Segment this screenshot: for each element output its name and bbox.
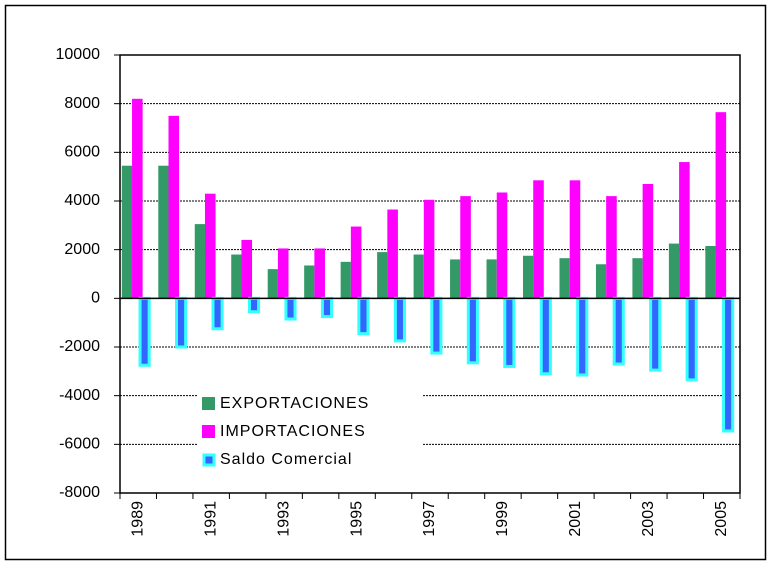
x-tick-label: 1999 [494, 501, 511, 537]
y-tick-label: 4000 [64, 192, 100, 209]
bar [132, 98, 143, 299]
bar [642, 183, 654, 299]
x-tick-label: 1993 [275, 501, 292, 537]
bar [277, 248, 289, 299]
x-tick-label: 2005 [713, 501, 730, 537]
bar [340, 261, 351, 299]
y-tick-label: -4000 [59, 387, 100, 404]
x-tick-label: 1989 [129, 501, 146, 537]
bar [423, 199, 435, 299]
y-tick-label: 8000 [64, 95, 100, 112]
bar [350, 226, 362, 299]
y-tick-label: 2000 [64, 241, 100, 258]
legend-box [198, 390, 423, 478]
bar [231, 254, 242, 299]
bar [533, 180, 544, 299]
bar [595, 264, 607, 299]
y-tick-label: -2000 [59, 338, 100, 355]
bar [523, 255, 534, 299]
legend-label: Saldo Comercial [220, 451, 352, 468]
bar [715, 112, 727, 299]
bar [466, 296, 479, 365]
bar [204, 193, 216, 299]
bar [413, 254, 424, 299]
bar [430, 296, 443, 355]
legend-swatch [202, 397, 215, 410]
bar [685, 296, 698, 382]
bar [304, 265, 315, 299]
bar [168, 115, 180, 299]
bar [138, 296, 151, 367]
bar [267, 269, 278, 299]
x-tick-label: 1995 [348, 501, 365, 537]
bar [121, 165, 133, 299]
bar [576, 296, 589, 377]
bar [377, 252, 388, 299]
x-tick-label: 2003 [640, 501, 657, 537]
y-tick-label: -6000 [59, 436, 100, 453]
bar [649, 296, 662, 372]
bar [284, 296, 297, 321]
bar [387, 209, 398, 299]
bar [559, 258, 570, 299]
x-tick-label: 1997 [421, 501, 438, 537]
y-tick-label: 10000 [56, 46, 101, 63]
bar [606, 196, 617, 299]
legend-swatch [202, 425, 215, 438]
bar [194, 224, 205, 299]
x-tick-label: 2001 [567, 501, 584, 537]
legend-label: EXPORTACIONES [220, 395, 369, 412]
bar [314, 248, 325, 299]
legend-swatch [202, 453, 216, 467]
bar [668, 243, 680, 299]
bar [357, 296, 370, 336]
bar [496, 192, 508, 299]
bar [632, 258, 643, 299]
bar [247, 296, 261, 314]
y-tick-label: -8000 [59, 484, 100, 501]
bar [320, 296, 334, 319]
bar [722, 296, 735, 433]
bar [158, 165, 169, 299]
legend-label: IMPORTACIONES [220, 423, 366, 440]
bar [393, 296, 406, 343]
y-tick-label: 0 [91, 290, 100, 307]
bar [241, 239, 253, 299]
bar [679, 162, 690, 299]
plot-border [119, 54, 741, 494]
y-tick-label: 6000 [64, 144, 100, 161]
bar [612, 296, 625, 366]
x-tick-label: 1991 [202, 501, 219, 537]
bar [486, 259, 497, 299]
bar [175, 296, 188, 349]
bar [460, 196, 471, 299]
bar [569, 180, 581, 299]
bar [539, 296, 552, 376]
bar [211, 296, 224, 331]
bar [450, 259, 461, 299]
bar [705, 246, 716, 299]
bar [503, 296, 516, 368]
